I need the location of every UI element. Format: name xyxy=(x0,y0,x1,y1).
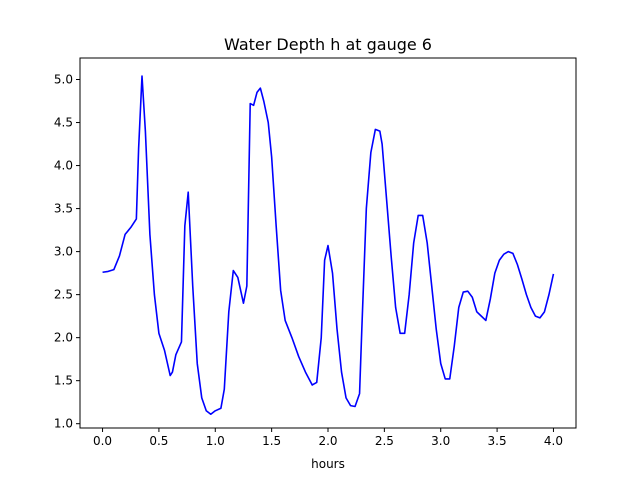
x-tick-label: 3.5 xyxy=(488,434,507,448)
x-tick-label: 3.0 xyxy=(431,434,450,448)
x-tick-label: 2.0 xyxy=(318,434,337,448)
x-tick-label: 2.5 xyxy=(375,434,394,448)
x-axis: 0.0 0.5 1.0 1.5 2.0 2.5 3.0 3.5 4.0 xyxy=(93,428,563,448)
y-tick-label: 3.0 xyxy=(54,245,73,259)
y-tick-label: 5.0 xyxy=(54,73,73,87)
x-tick-label: 1.0 xyxy=(206,434,225,448)
chart-title: Water Depth h at gauge 6 xyxy=(224,35,432,54)
y-tick-label: 2.5 xyxy=(54,288,73,302)
y-tick-label: 1.0 xyxy=(54,417,73,431)
series-line-0 xyxy=(102,75,555,416)
x-tick-label: 0.5 xyxy=(149,434,168,448)
y-tick-label: 4.5 xyxy=(54,116,73,130)
y-tick-label: 4.0 xyxy=(54,159,73,173)
x-tick-label: 1.5 xyxy=(262,434,281,448)
plot-frame xyxy=(79,57,577,429)
x-tick-label: 0.0 xyxy=(93,434,112,448)
x-axis-label: hours xyxy=(311,457,345,471)
plot-area xyxy=(79,57,577,429)
y-tick-label: 2.0 xyxy=(54,331,73,345)
y-axis: 1.0 1.5 2.0 2.5 3.0 3.5 4.0 4.5 5.0 xyxy=(54,73,80,431)
x-tick-label: 4.0 xyxy=(544,434,563,448)
y-tick-label: 3.5 xyxy=(54,202,73,216)
y-tick-label: 1.5 xyxy=(54,374,73,388)
